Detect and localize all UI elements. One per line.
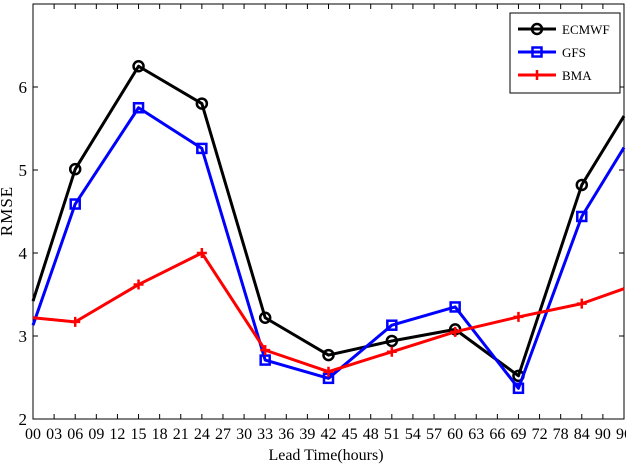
series-ecmwf	[33, 61, 624, 381]
x-tick-label: 00	[25, 426, 41, 443]
x-tick-label: 96	[616, 426, 626, 443]
series-line-gfs	[33, 108, 624, 389]
legend: ECMWF GFS BMA	[510, 13, 620, 93]
data-point-bma	[577, 299, 587, 309]
x-tick-label: 90	[595, 426, 611, 443]
x-tick-label: 84	[574, 426, 590, 443]
x-tick-label: 09	[88, 426, 104, 443]
x-tick-label: 72	[532, 426, 548, 443]
series-layer	[33, 61, 624, 393]
x-tick-label: 57	[426, 426, 442, 443]
x-tick-label: 21	[173, 426, 189, 443]
data-point-bma	[387, 347, 397, 357]
x-tick-label: 39	[299, 426, 315, 443]
x-tick-label: 30	[236, 426, 252, 443]
x-tick-label: 60	[447, 426, 463, 443]
series-bma	[33, 248, 624, 377]
x-tick-label: 18	[152, 426, 168, 443]
x-tick-label: 69	[510, 426, 526, 443]
x-tick-label: 54	[405, 426, 421, 443]
data-point-bma	[513, 312, 523, 322]
x-tick-label: 33	[257, 426, 273, 443]
x-tick-label: 66	[489, 426, 505, 443]
x-tick-label: 42	[321, 426, 337, 443]
x-tick-label: 03	[46, 426, 62, 443]
legend-label-bma: BMA	[562, 68, 592, 83]
y-tick-label: 6	[19, 78, 28, 97]
x-tick-label: 27	[215, 426, 231, 443]
x-tick-label: 63	[468, 426, 484, 443]
x-tick-label: 51	[384, 426, 400, 443]
y-axis-label: RMSE	[0, 186, 16, 236]
x-tick-label: 78	[553, 426, 569, 443]
x-axis-label: Lead Time(hours)	[268, 447, 383, 464]
y-tick-label: 3	[19, 327, 28, 346]
x-tick-label: 36	[278, 426, 294, 443]
data-point-bma	[450, 327, 460, 337]
x-tick-label: 12	[109, 426, 125, 443]
y-tick-label: 4	[19, 244, 28, 263]
legend-label-gfs: GFS	[562, 45, 586, 60]
x-tick-label: 45	[342, 426, 358, 443]
x-tick-label: 06	[67, 426, 83, 443]
legend-label-ecmwf: ECMWF	[562, 22, 610, 37]
x-tick-label: 24	[194, 426, 210, 443]
x-tick-label: 15	[131, 426, 147, 443]
series-line-ecmwf	[33, 66, 624, 376]
x-tick-label: 48	[363, 426, 379, 443]
y-tick-label: 2	[19, 410, 28, 429]
y-tick-label: 5	[19, 161, 28, 180]
